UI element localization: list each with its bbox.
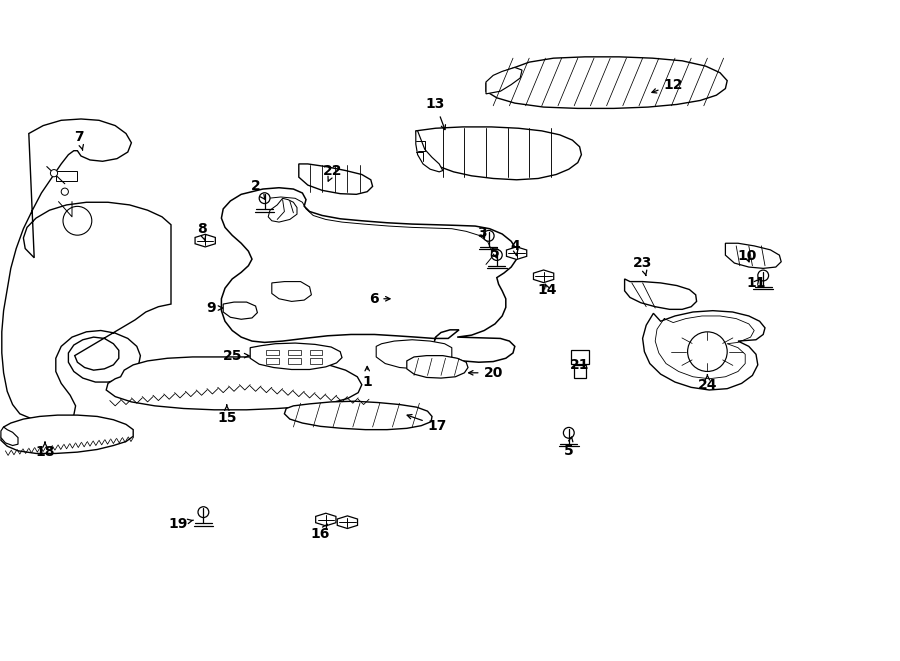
- Text: 3: 3: [478, 225, 487, 240]
- Text: 5: 5: [491, 245, 500, 260]
- Text: 13: 13: [426, 97, 446, 130]
- Text: 12: 12: [652, 77, 683, 93]
- Circle shape: [61, 188, 68, 195]
- Polygon shape: [625, 279, 697, 309]
- Text: 8: 8: [197, 221, 206, 241]
- Text: 16: 16: [310, 524, 330, 541]
- Text: 11: 11: [746, 276, 766, 290]
- Polygon shape: [195, 234, 215, 247]
- Polygon shape: [250, 343, 342, 369]
- Polygon shape: [486, 67, 522, 94]
- Polygon shape: [1, 427, 18, 446]
- Circle shape: [198, 507, 209, 518]
- Text: 17: 17: [407, 414, 447, 433]
- Text: 6: 6: [369, 292, 390, 306]
- Polygon shape: [507, 247, 526, 260]
- Circle shape: [688, 332, 727, 371]
- Polygon shape: [268, 198, 297, 222]
- Polygon shape: [486, 57, 727, 108]
- Text: 7: 7: [75, 130, 84, 150]
- Bar: [310, 350, 322, 355]
- Polygon shape: [284, 401, 432, 430]
- Text: 19: 19: [168, 516, 194, 531]
- Polygon shape: [416, 127, 581, 180]
- Text: 5: 5: [564, 437, 573, 458]
- Bar: [288, 358, 301, 364]
- Polygon shape: [299, 164, 373, 194]
- Bar: [288, 350, 301, 355]
- Bar: [571, 350, 589, 364]
- Text: 21: 21: [570, 358, 590, 372]
- Text: 9: 9: [206, 301, 222, 315]
- Polygon shape: [272, 282, 311, 301]
- Bar: [56, 171, 77, 181]
- Text: 25: 25: [222, 348, 248, 363]
- Polygon shape: [2, 119, 171, 422]
- Text: 15: 15: [217, 405, 237, 425]
- Polygon shape: [106, 357, 362, 410]
- Polygon shape: [316, 513, 336, 526]
- Circle shape: [758, 270, 769, 281]
- Polygon shape: [338, 516, 357, 529]
- Text: 2: 2: [251, 179, 265, 199]
- Polygon shape: [416, 131, 443, 172]
- Polygon shape: [376, 340, 452, 369]
- Text: 20: 20: [469, 366, 503, 380]
- Bar: [310, 358, 322, 364]
- Polygon shape: [1, 415, 133, 453]
- Text: 4: 4: [510, 239, 519, 256]
- Circle shape: [50, 170, 58, 176]
- Polygon shape: [643, 311, 765, 390]
- Circle shape: [63, 206, 92, 235]
- Text: 14: 14: [537, 282, 557, 297]
- Polygon shape: [223, 302, 257, 319]
- Circle shape: [563, 428, 574, 438]
- Circle shape: [483, 231, 494, 241]
- Circle shape: [491, 250, 502, 260]
- Polygon shape: [221, 188, 517, 362]
- Bar: [266, 350, 279, 355]
- Text: 23: 23: [633, 256, 652, 276]
- Polygon shape: [534, 270, 554, 283]
- Text: 10: 10: [737, 249, 757, 264]
- Text: 1: 1: [363, 366, 372, 389]
- Polygon shape: [725, 243, 781, 268]
- Text: 24: 24: [698, 375, 717, 392]
- Text: 22: 22: [323, 163, 343, 181]
- Polygon shape: [407, 356, 468, 378]
- Bar: [574, 365, 586, 378]
- Text: 18: 18: [35, 442, 55, 459]
- Bar: [266, 358, 279, 364]
- Circle shape: [259, 193, 270, 204]
